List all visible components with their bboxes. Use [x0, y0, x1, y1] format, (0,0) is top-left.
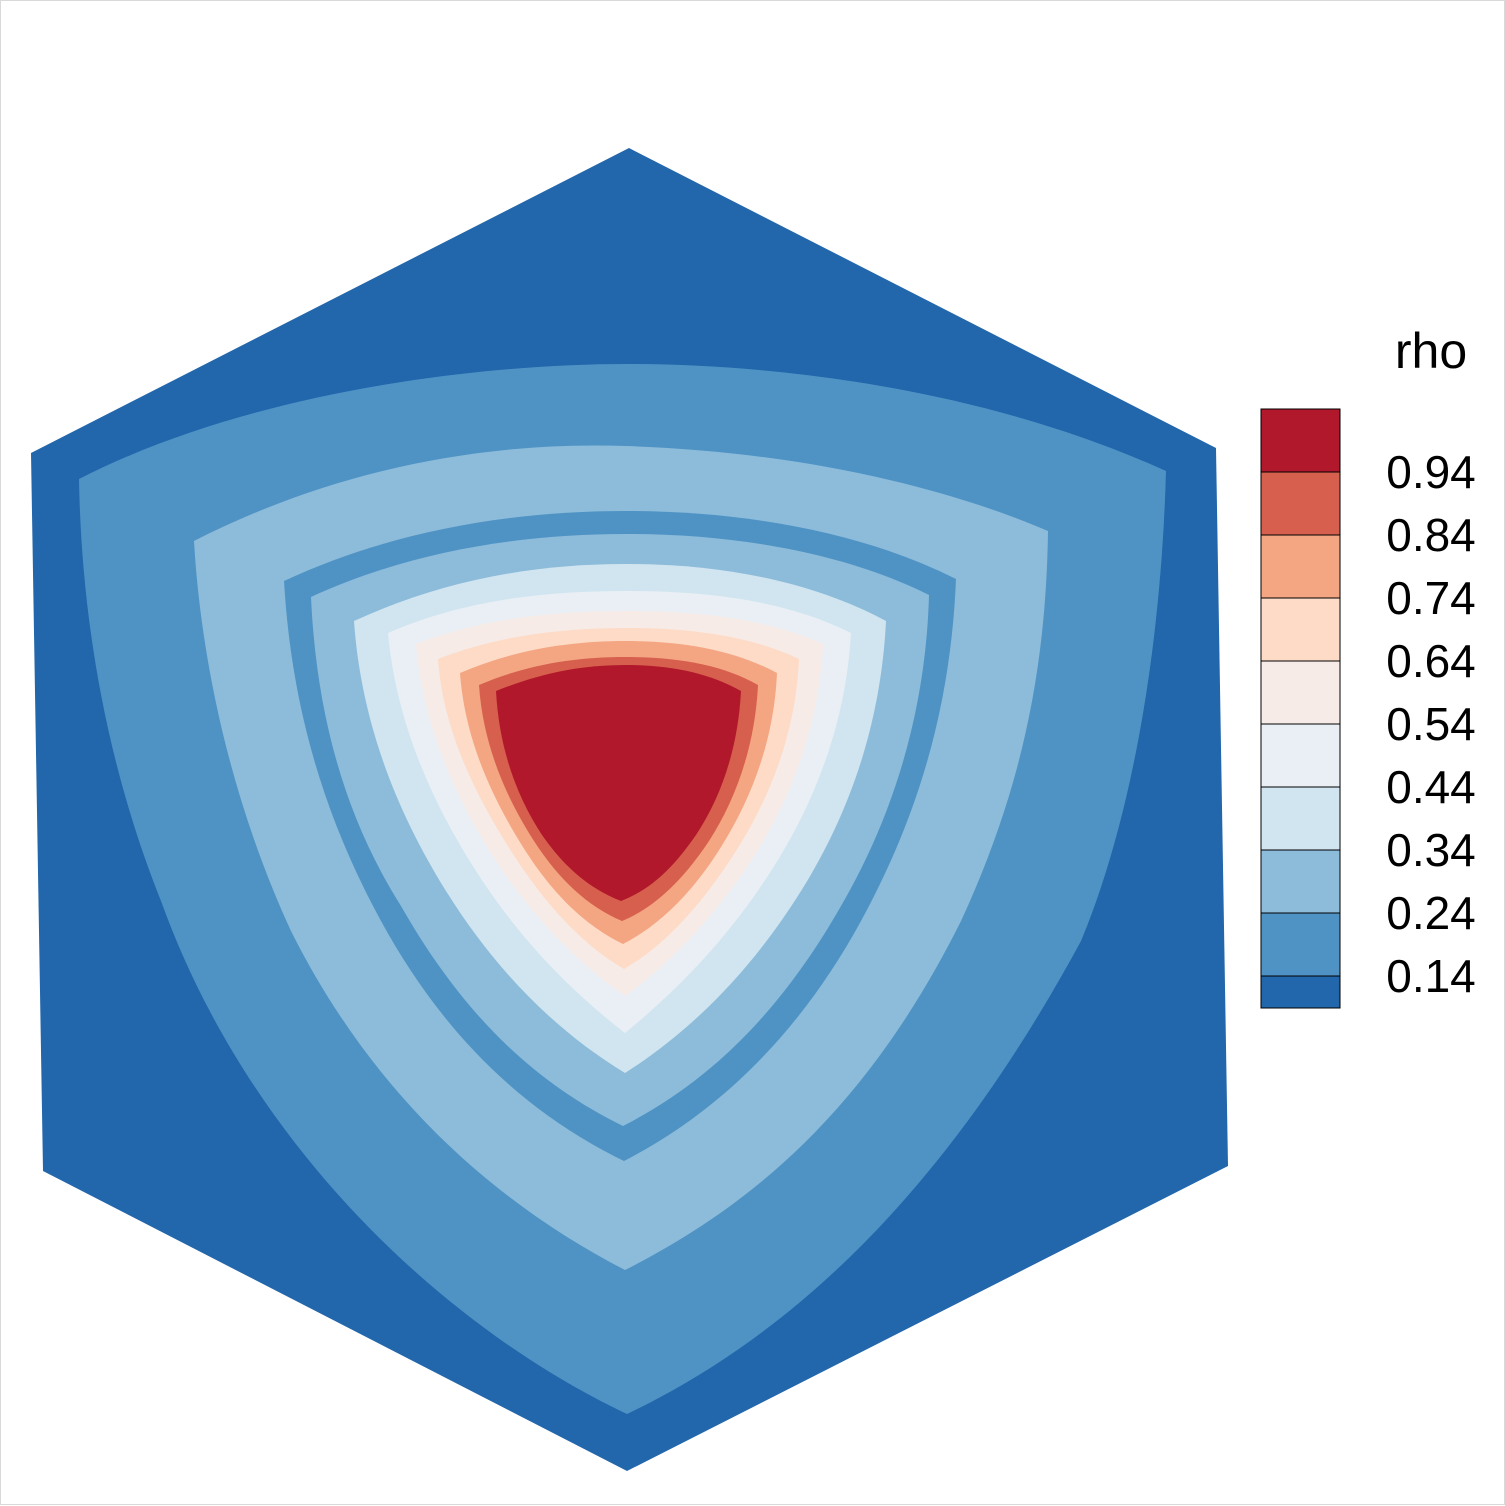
legend-swatch — [1260, 723, 1341, 788]
legend-swatch — [1260, 597, 1341, 662]
contour-field — [31, 148, 1228, 1471]
legend-swatch — [1260, 534, 1341, 599]
legend-tick-label: 0.64 — [1386, 635, 1476, 687]
legend-tick-label: 0.14 — [1386, 950, 1476, 1002]
contour-band-peak — [496, 665, 741, 901]
legend-title: rho — [1395, 323, 1467, 379]
colorbar-legend: rho 0.94 0.84 0.74 0.64 0.54 0.44 0.34 0.24 0.14 — [1260, 323, 1476, 1009]
legend-tick-label: 0.34 — [1386, 824, 1476, 876]
legend-tick-label: 0.24 — [1386, 887, 1476, 939]
legend-tick-label: 0.74 — [1386, 572, 1476, 624]
legend-tick-label: 0.44 — [1386, 761, 1476, 813]
legend-swatch — [1260, 471, 1341, 536]
legend-swatch — [1260, 912, 1341, 977]
legend-swatch — [1260, 786, 1341, 851]
legend-tick-label: 0.54 — [1386, 698, 1476, 750]
legend-swatch — [1260, 660, 1341, 725]
legend-swatch — [1260, 975, 1341, 1009]
legend-tick-label: 0.84 — [1386, 509, 1476, 561]
legend-swatch — [1260, 408, 1341, 473]
legend-labels: 0.94 0.84 0.74 0.64 0.54 0.44 0.34 0.24 0.14 — [1386, 446, 1476, 1002]
legend-swatch — [1260, 849, 1341, 914]
legend-tick-label: 0.94 — [1386, 446, 1476, 498]
legend-swatches — [1260, 408, 1341, 1009]
